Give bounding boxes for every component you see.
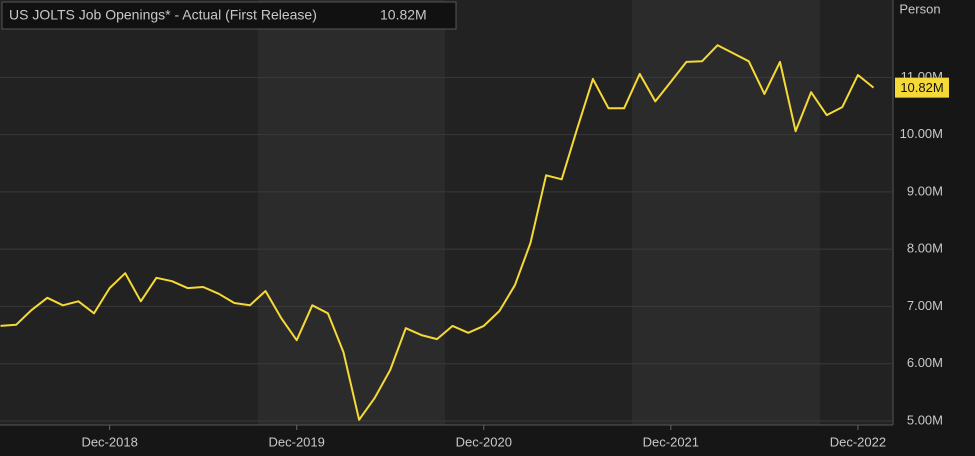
line-series xyxy=(0,44,875,421)
legend-name: US JOLTS Job Openings* - Actual (First R… xyxy=(9,7,317,23)
unit-label: Person xyxy=(899,1,940,16)
y-tick-label: 8.00M xyxy=(907,241,943,256)
value-label: 10.82M xyxy=(900,80,943,95)
y-tick-label: 5.00M xyxy=(907,412,943,427)
year-band xyxy=(632,0,820,425)
legend-value: 10.82M xyxy=(380,7,427,23)
x-tick-label: Dec-2022 xyxy=(830,434,886,449)
y-tick-label: 7.00M xyxy=(907,298,943,313)
year-band xyxy=(258,0,445,425)
y-tick-label: 9.00M xyxy=(907,183,943,198)
legend-box xyxy=(1,1,457,30)
x-tick-label: Dec-2019 xyxy=(269,434,325,449)
y-tick-label: 10.00M xyxy=(900,126,943,141)
x-tick-label: Dec-2018 xyxy=(81,434,137,449)
x-tick-label: Dec-2020 xyxy=(456,434,512,449)
value-label-box xyxy=(895,77,949,98)
y-tick-label: 6.00M xyxy=(907,355,943,370)
x-tick-label: Dec-2021 xyxy=(643,434,699,449)
